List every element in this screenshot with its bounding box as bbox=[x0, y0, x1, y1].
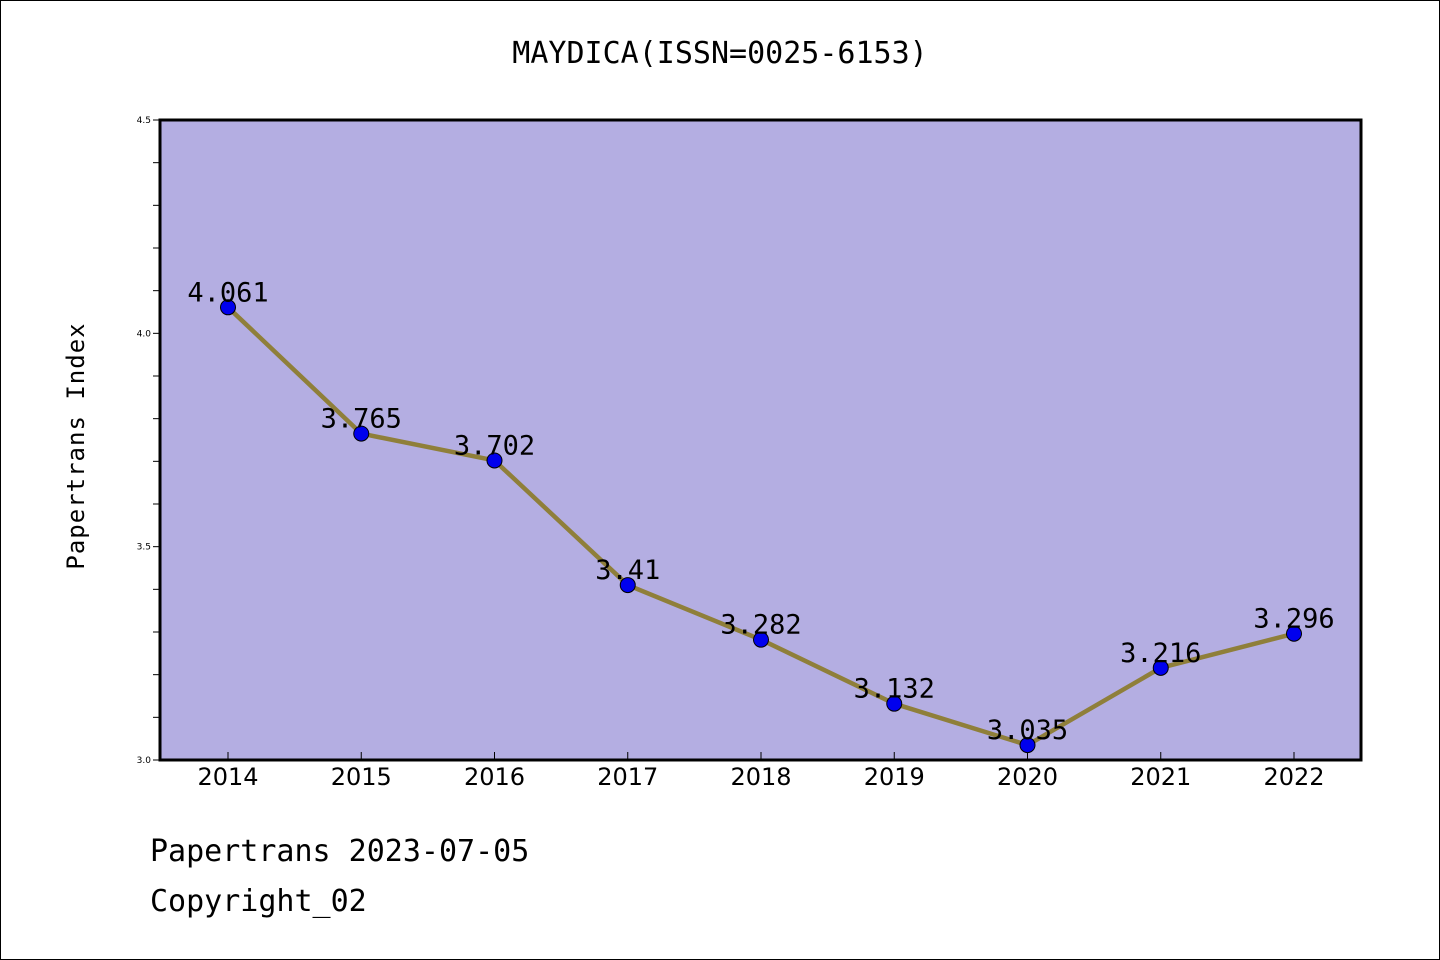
data-label: 3.132 bbox=[854, 674, 935, 705]
data-label: 4.061 bbox=[187, 277, 268, 308]
data-point bbox=[486, 452, 503, 469]
x-tick-label: 2014 bbox=[197, 763, 258, 791]
data-label: 3.765 bbox=[321, 404, 402, 435]
footer-date-line: Papertrans 2023-07-05 bbox=[150, 834, 530, 869]
data-point bbox=[1286, 625, 1302, 642]
data-label: 3.702 bbox=[454, 430, 535, 461]
data-label: 3.41 bbox=[595, 555, 660, 586]
data-point bbox=[1152, 659, 1169, 676]
x-tick-label: 2021 bbox=[1130, 763, 1191, 791]
data-point bbox=[353, 425, 370, 442]
data-label: 3.216 bbox=[1120, 638, 1201, 669]
plot-border bbox=[158, 118, 1363, 762]
y-tick-label: 3.5 bbox=[137, 543, 151, 553]
chart-title: MAYDICA(ISSN=0025-6153) bbox=[512, 36, 928, 71]
y-tick-label: 4.5 bbox=[137, 116, 151, 126]
data-label: 3.282 bbox=[720, 610, 801, 641]
y-tick-label: 4.0 bbox=[137, 329, 152, 339]
data-point bbox=[220, 299, 236, 316]
x-tick-label: 2018 bbox=[730, 763, 791, 791]
data-point bbox=[1019, 737, 1036, 754]
data-point bbox=[753, 631, 769, 648]
data-label: 3.296 bbox=[1253, 604, 1334, 635]
x-tick-label: 2022 bbox=[1263, 763, 1324, 791]
x-tick-label: 2020 bbox=[997, 763, 1058, 791]
data-label: 3.035 bbox=[987, 715, 1068, 746]
data-point bbox=[619, 577, 636, 594]
footer-copyright-line: Copyright_02 bbox=[150, 884, 367, 919]
y-tick-label: 3.0 bbox=[137, 756, 152, 766]
x-tick-label: 2016 bbox=[464, 763, 525, 791]
x-tick-label: 2017 bbox=[597, 763, 658, 791]
x-tick-label: 2019 bbox=[864, 763, 925, 791]
data-point bbox=[886, 695, 903, 712]
x-tick-label: 2015 bbox=[331, 763, 392, 791]
